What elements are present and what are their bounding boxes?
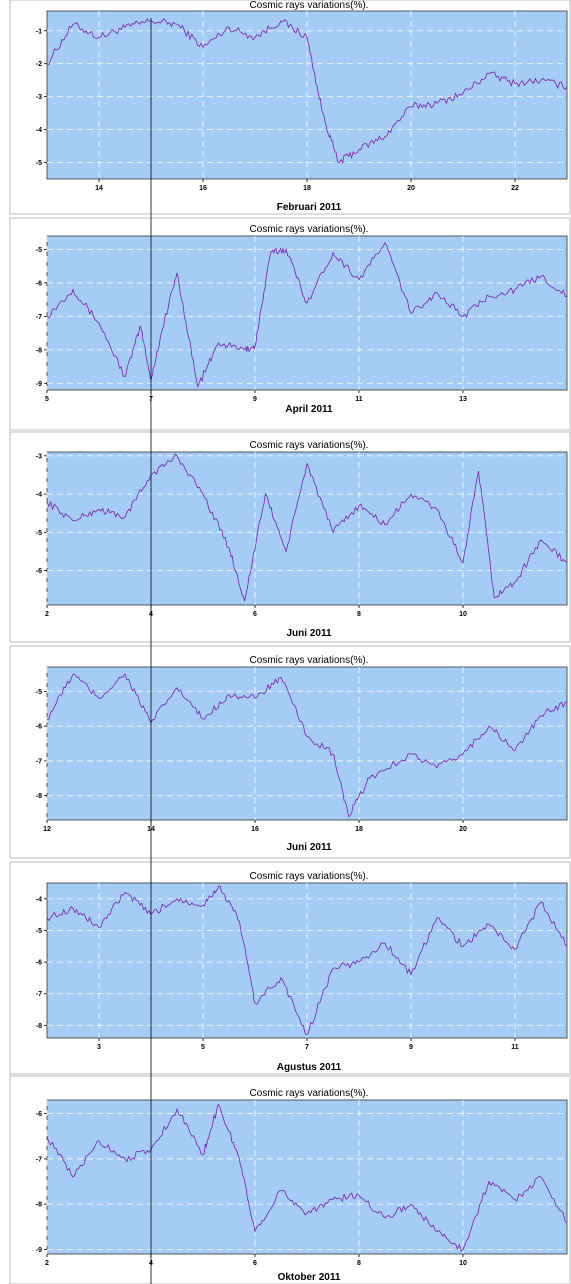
chart-title: Cosmic rays variations(%).: [250, 440, 369, 451]
ytick-label: -5: [36, 160, 42, 167]
xtick-label: 10: [459, 611, 467, 618]
xtick-label: 7: [305, 1044, 309, 1051]
ytick-label: -3: [36, 94, 42, 101]
xtick-label: 9: [409, 1044, 413, 1051]
chart-panel-6: -6-7-8-9246810Cosmic rays variations(%).…: [9, 1075, 571, 1284]
xtick-label: 10: [459, 1260, 467, 1267]
xtick-label: 16: [199, 185, 207, 192]
xtick-label: 13: [459, 396, 467, 403]
ytick-label: -9: [36, 381, 42, 388]
ytick-label: -6: [36, 1111, 42, 1118]
xtick-label: 22: [511, 185, 519, 192]
chart-panel-2: -5-6-7-8-95791113Cosmic rays variations(…: [9, 217, 571, 431]
xtick-label: 16: [251, 826, 259, 833]
plot-area: [46, 451, 568, 606]
series-line: [46, 453, 568, 602]
ytick-label: -4: [36, 127, 42, 134]
series-line: [46, 885, 568, 1036]
chart-title: Cosmic rays variations(%).: [250, 0, 369, 11]
ytick-label: -6: [36, 724, 42, 731]
ytick-label: -3: [36, 453, 42, 460]
chart-panel-1: -1 -2 -3 -4 -5 14 16 18 20 22 Cosmic rays variatio…: [9, 0, 571, 215]
series-line: [46, 1103, 568, 1252]
xtick-label: 14: [95, 185, 103, 192]
chart-title: Cosmic rays variations(%).: [250, 1088, 369, 1099]
plot-area: [46, 666, 568, 821]
ytick-label: -7: [36, 314, 42, 321]
ytick-label: -7: [36, 758, 42, 765]
xtick-label: 2: [45, 611, 49, 618]
ytick-label: -6: [36, 568, 42, 575]
xtick-label: 5: [45, 396, 49, 403]
xtick-label: 6: [253, 1260, 257, 1267]
ytick-label: -5: [36, 530, 42, 537]
chart-panel-5: -4 -5 -6 -7 -8 3 5 7 9 11 Cosmic rays variations(%…: [9, 861, 571, 1075]
series-line: [46, 18, 568, 165]
x-axis-label: April 2011: [285, 404, 333, 415]
xtick-label: 20: [459, 826, 467, 833]
ytick-label: -4: [36, 896, 42, 903]
x-axis-label: Oktober 2011: [278, 1272, 341, 1283]
chart-title: Cosmic rays variations(%).: [250, 655, 369, 666]
ytick-label: -5: [36, 247, 42, 254]
xtick-label: 2: [45, 1260, 49, 1267]
xtick-label: 3: [97, 1044, 101, 1051]
ytick-label: -4: [36, 492, 42, 499]
x-axis-label: Februari 2011: [277, 202, 342, 213]
xtick-label: 5: [201, 1044, 205, 1051]
ytick-label: -6: [36, 960, 42, 967]
xtick-label: 8: [357, 611, 361, 618]
xtick-label: 18: [355, 826, 363, 833]
ytick-label: -8: [36, 793, 42, 800]
series-line: [46, 241, 568, 389]
xtick-label: 9: [253, 396, 257, 403]
ytick-label: -5: [36, 689, 42, 696]
xtick-label: 6: [253, 611, 257, 618]
ytick-label: -7: [36, 991, 42, 998]
plot-area: [46, 235, 568, 391]
x-axis-label: Juni 2011: [286, 842, 331, 853]
xtick-label: 20: [407, 185, 415, 192]
ytick-label: -8: [36, 347, 42, 354]
xtick-label: 8: [357, 1260, 361, 1267]
ytick-label: -9: [36, 1247, 42, 1254]
xtick-label: 18: [303, 185, 311, 192]
ytick-label: -2: [36, 61, 42, 68]
chart-panel-3: -3-4-5-6246810Cosmic rays variations(%).…: [9, 431, 571, 643]
xtick-label: 12: [43, 826, 51, 833]
chart-title: Cosmic rays variations(%).: [250, 224, 369, 235]
xtick-label: 11: [511, 1044, 519, 1051]
ytick-label: -5: [36, 928, 42, 935]
ytick-label: -8: [36, 1202, 42, 1209]
ytick-label: -1: [36, 28, 42, 35]
chart-title: Cosmic rays variations(%).: [250, 871, 369, 882]
ytick-label: -7: [36, 1156, 42, 1163]
series-line: [46, 673, 568, 818]
ytick-label: -6: [36, 280, 42, 287]
plot-area: [46, 1099, 568, 1255]
xtick-label: 11: [355, 396, 363, 403]
x-axis-label: Agustus 2011: [277, 1062, 342, 1073]
ytick-label: -8: [36, 1023, 42, 1030]
x-axis-label: Juni 2011: [286, 628, 331, 639]
